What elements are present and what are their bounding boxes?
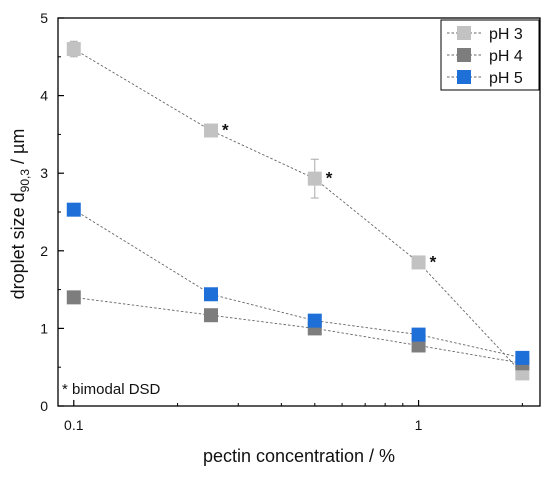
y-axis-title-main: droplet size d [8, 192, 28, 299]
legend-marker-ph-5 [457, 70, 471, 84]
data-point-ph-5 [203, 287, 218, 302]
data-point-ph-4 [66, 290, 81, 305]
legend-label-ph-5: pH 5 [489, 70, 523, 87]
data-point-ph-3 [66, 42, 81, 57]
data-point-ph-3 [307, 171, 322, 186]
y-tick-label: 2 [40, 243, 48, 259]
y-tick-label: 4 [40, 88, 48, 104]
data-point-ph-5 [515, 350, 530, 365]
legend: pH 3 pH 4 pH 5 [440, 19, 540, 91]
data-point-ph-5 [411, 327, 426, 342]
y-tick-label: 1 [40, 320, 48, 336]
bimodal-marker: * [430, 252, 437, 271]
y-axis-title-unit: / µm [8, 129, 28, 169]
legend-label-ph-3: pH 3 [489, 26, 523, 43]
y-axis-title: droplet size d90,3 / µm [8, 129, 32, 300]
legend-label-ph-4: pH 4 [489, 48, 523, 65]
y-tick-label: 5 [40, 10, 48, 26]
data-point-ph-3 [203, 123, 218, 138]
series-line-ph-5 [73, 209, 523, 359]
series-layer: * * * [66, 40, 530, 381]
data-point-ph-5 [66, 202, 81, 217]
data-point-ph-5 [307, 313, 322, 328]
axes-layer: 0 1 2 3 4 5 0.1 1 [40, 10, 541, 433]
y-tick-label: 0 [40, 398, 48, 414]
x-tick-label: 0.1 [64, 417, 84, 433]
annotation-bimodal-dsd: * bimodal DSD [62, 381, 161, 398]
data-point-ph-4 [411, 338, 426, 353]
series-line-ph-4 [73, 296, 523, 364]
data-point-ph-3 [411, 255, 426, 270]
data-point-ph-4 [203, 308, 218, 323]
y-axis-title-subscript: 90,3 [18, 169, 32, 193]
bimodal-marker: * [326, 169, 333, 188]
x-axis-title: pectin concentration / % [203, 446, 395, 466]
bimodal-marker: * [222, 121, 229, 140]
series-line-ph-3 [73, 48, 523, 374]
legend-marker-ph-4 [457, 48, 471, 62]
legend-marker-ph-3 [457, 26, 471, 40]
x-tick-label: 1 [415, 417, 423, 433]
y-tick-label: 3 [40, 165, 48, 181]
